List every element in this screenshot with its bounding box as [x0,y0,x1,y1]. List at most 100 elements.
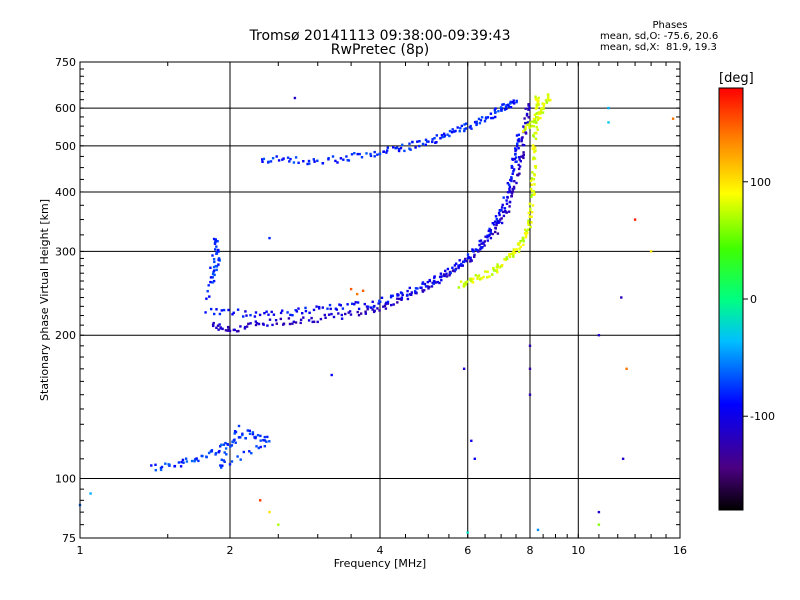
data-point [221,464,224,467]
data-point [469,256,472,259]
data-point [350,153,354,156]
data-point [453,270,456,273]
data-point [364,310,367,313]
data-point [326,307,329,310]
data-point [525,112,529,116]
data-point [413,290,417,293]
data-point [449,271,452,274]
y-tick-label: 500 [55,140,76,153]
colorbar-ticks: 100 0 -100 [743,176,775,423]
data-point [495,268,499,272]
data-point [512,99,515,102]
data-point [514,156,518,159]
data-point [208,295,211,298]
data-point [457,286,460,289]
data-point [392,303,395,306]
data-point [535,98,539,101]
data-point [239,325,242,328]
data-point [451,266,454,269]
data-point [442,132,446,135]
data-point [289,157,292,161]
data-point [244,310,247,313]
data-point [249,314,252,317]
data-point [458,259,461,262]
data-point [150,464,153,467]
data-point [216,324,220,327]
data-point [597,523,601,526]
data-point [465,260,468,263]
data-point [266,435,269,439]
data-point [532,125,535,128]
data-point [519,245,522,248]
data-point [369,306,373,309]
data-point [428,285,431,289]
data-point [376,307,379,310]
data-point [364,312,367,315]
data-point [390,294,393,297]
data-point [347,311,350,314]
data-point [463,123,466,126]
data-point [536,100,539,104]
data-point [508,200,512,204]
data-point [518,158,521,161]
data-point [224,441,227,445]
data-point [480,246,483,249]
data-point [268,510,271,514]
data-point [423,282,427,286]
x-tick-labels: 1 2 4 6 8 10 16 [77,544,688,557]
data-point [307,159,311,163]
data-point [508,187,511,191]
data-point [215,268,218,272]
data-point [524,236,528,239]
data-point [494,227,497,230]
data-point [508,255,512,259]
data-point [249,322,252,325]
data-point [529,187,533,191]
data-point [517,147,520,150]
data-point [512,248,515,251]
data-point [504,209,507,213]
data-point [339,157,343,160]
data-point [506,196,509,199]
data-point [518,172,521,175]
colorbar-label: [deg] [719,71,754,86]
data-point [217,258,220,262]
data-point [472,277,475,280]
data-point [247,322,250,326]
data-point [267,160,270,163]
data-point [373,309,376,312]
data-point [254,320,257,323]
data-point [423,289,426,292]
data-point [510,252,513,256]
colorbar-tick-label: 0 [750,293,757,306]
data-point [540,107,543,110]
data-point [456,126,459,129]
y-tick-label: 600 [55,102,76,115]
data-point [302,316,305,319]
grid [79,61,681,538]
data-point [262,439,265,442]
data-point [513,251,517,254]
data-point [445,275,449,278]
x-tick-label: 4 [377,544,384,557]
data-point [464,281,467,284]
data-point [212,270,215,274]
data-point [501,203,504,207]
data-point [318,307,321,310]
data-point [219,327,223,330]
data-point [535,132,538,135]
data-point [474,120,477,124]
data-point [271,323,274,327]
data-point [319,317,323,321]
data-point [321,306,324,309]
data-point [400,298,403,301]
data-point [377,302,380,305]
data-point [193,458,197,461]
data-point [492,267,495,270]
data-point [217,451,220,454]
data-point [214,248,217,251]
data-point [246,429,249,432]
data-point [291,314,294,317]
data-point [214,452,218,455]
data-point [231,440,234,444]
